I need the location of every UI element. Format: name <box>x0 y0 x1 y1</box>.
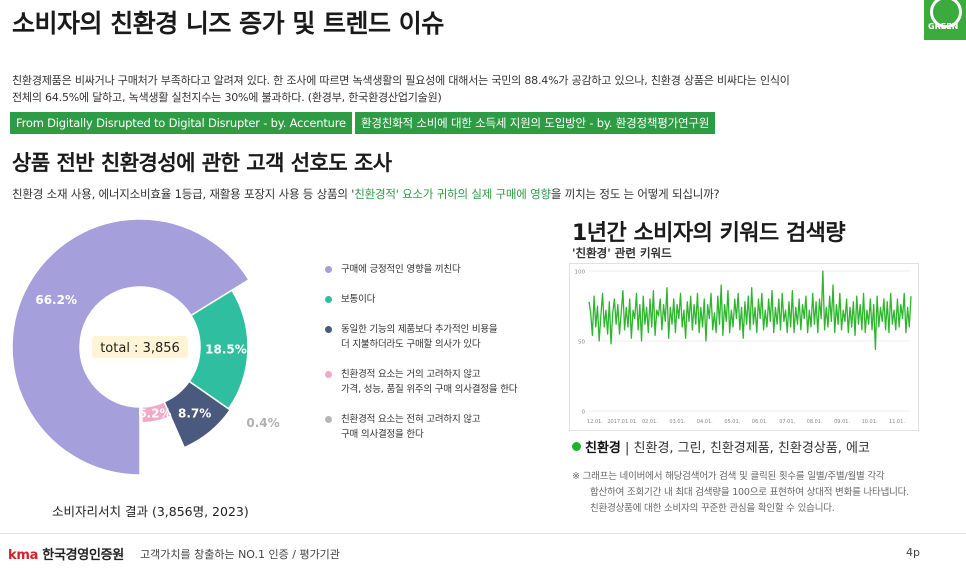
page-number: 4p <box>906 546 920 559</box>
source-tag-accenture: From Digitally Disrupted to Digital Disr… <box>10 112 352 134</box>
trend-ytick-label: 0 <box>582 410 586 416</box>
question-pre: 친환경 소재 사용, 에너지소비효율 1등급, 재활용 포장지 사용 등 상품의… <box>12 187 355 201</box>
kma-logo-mark: km <box>8 548 30 563</box>
question-highlight: 친환경적' 요소가 귀하의 실제 구매에 영향 <box>354 187 551 201</box>
source-tag-kei: 환경친화적 소비에 대한 소득세 지원의 도입방안 - by. 환경정책평가연구… <box>355 112 716 134</box>
pie-label-barely-consider: 6.2% <box>138 406 171 420</box>
trend-xtick-label: 05.01. <box>724 419 740 425</box>
trend-xtick-label: 02.01. <box>642 419 658 425</box>
kma-logo-text: 한국경영인증원 <box>38 548 124 563</box>
legend-dot-icon <box>325 371 332 378</box>
legend-dot-icon <box>572 442 581 451</box>
pie-label-positive: 66.2% <box>35 293 77 307</box>
footer-tagline: 고객가치를 창출하는 NO.1 인증 / 평가기관 <box>140 548 340 561</box>
intro-line-1: 친환경제품은 비싸거나 구매처가 부족하다고 알려져 있다. 한 조사에 따르면… <box>12 74 790 87</box>
logo-ring-icon <box>930 0 962 28</box>
keyword-main: 친환경 <box>585 441 621 456</box>
legend-label: 보통이다 <box>341 294 376 305</box>
trend-xtick-label: 03.01. <box>669 419 685 425</box>
legend-label: 친환경적 요소는 거의 고려하지 않고 가격, 성능, 품질 위주의 구매 의사… <box>341 369 518 395</box>
logo-text: GREEN <box>928 22 959 31</box>
trend-xtick-label: 11.01. <box>889 419 905 425</box>
trend-xtick-label: 2017.01.01. <box>607 419 638 425</box>
kma-logo-a: a <box>29 548 39 563</box>
trend-subtitle: '친환경' 관련 키워드 <box>572 246 672 260</box>
trend-chart-frame <box>569 263 919 431</box>
trend-note-3: 친환경상품에 대한 소비자의 꾸준한 관심을 확인할 수 있습니다. <box>590 503 835 514</box>
total-label: total : 3,856 <box>100 341 180 356</box>
legend-dot-icon <box>325 416 332 423</box>
trend-xtick-label: 08.01. <box>807 419 823 425</box>
legend-dot-icon <box>325 296 332 303</box>
question-post: 을 끼치는 정도 는 어떻게 되십니까? <box>550 187 720 201</box>
survey-question: 친환경 소재 사용, 에너지소비효율 1등급, 재활용 포장지 사용 등 상품의… <box>12 186 720 202</box>
search-trend-chart: 100 50 0 12.01. 2017.01.01. 02.01. 03.01. 04.0… <box>569 263 919 431</box>
trend-xtick-label: 12.01. <box>587 419 603 425</box>
pie-label-neutral: 18.5% <box>205 342 247 356</box>
legend-dot-icon <box>325 326 332 333</box>
trend-note-2: 합산하여 조회기간 내 최대 검색량을 100으로 표현하여 상대적 변화를 나… <box>590 487 910 498</box>
intro-line-2: 전체의 64.5%에 달하고, 녹색생활 실천지수는 30%에 불과하다. (환… <box>12 91 442 104</box>
keyword-legend: 친환경 | 친환경, 그린, 친환경제품, 친환경상품, 에코 <box>572 437 870 456</box>
pie-label-not-consider: 0.4% <box>246 416 279 430</box>
trend-xtick-label: 10.01. <box>862 419 878 425</box>
legend-dot-icon <box>325 266 332 273</box>
legend-label: 친환경적 요소는 전혀 고려하지 않고 구매 의사결정을 한다 <box>341 414 481 440</box>
trend-xtick-label: 09.01. <box>834 419 850 425</box>
trend-ytick-label: 50 <box>578 340 585 346</box>
trend-xtick-label: 07.01. <box>779 419 795 425</box>
trend-line-series <box>588 270 912 351</box>
pie-chart: 66.2% 18.5% 8.7% 6.2% 0.4% total : 3,856 <box>11 218 280 476</box>
keyword-list: | 친환경, 그린, 친환경제품, 친환경상품, 에코 <box>620 441 870 456</box>
total-badge <box>92 336 188 358</box>
footer-logo: kma 한국경영인증원 <box>8 544 124 563</box>
page-title: 소비자의 친환경 니즈 증가 및 트렌드 이슈 <box>12 9 444 38</box>
trend-ytick-label: 100 <box>575 270 586 276</box>
legend-label: 동일한 기능의 제품보다 추가적인 비용을 더 지불하더라도 구매할 의사가 있… <box>341 324 498 350</box>
trend-title: 1년간 소비자의 키워드 검색량 <box>572 221 846 246</box>
trend-xtick-label: 04.01. <box>697 419 713 425</box>
footer-divider <box>0 533 966 534</box>
trend-note-1: ※ 그래프는 네이버에서 해당검색어가 검색 및 클릭된 횟수를 일별/주별/월… <box>572 471 885 482</box>
trend-xtick-label: 06.01. <box>752 419 768 425</box>
legend-label: 구매에 긍정적인 영향을 끼친다 <box>341 264 461 275</box>
pie-label-willing-to-pay: 8.7% <box>178 406 211 420</box>
green-logo: GREEN <box>924 0 966 40</box>
pie-slice-not-consider <box>139 406 143 416</box>
pie-caption: 소비자리서치 결과 (3,856명, 2023) <box>52 504 249 519</box>
survey-title: 상품 전반 친환경성에 관한 고객 선호도 조사 <box>12 151 392 175</box>
